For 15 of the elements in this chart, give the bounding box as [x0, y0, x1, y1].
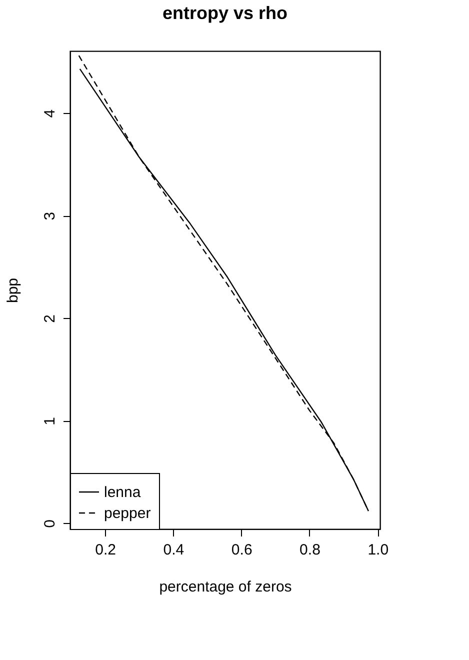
y-tick-label: 0 [42, 520, 58, 528]
legend-label: pepper [104, 505, 151, 522]
x-tick-label: 1.0 [368, 542, 389, 558]
y-tick-label: 3 [42, 212, 58, 220]
x-axis-title: percentage of zeros [159, 578, 292, 596]
x-tick-label: 0.4 [163, 542, 184, 558]
legend-label: lenna [104, 484, 142, 501]
y-tick-label: 1 [42, 417, 58, 426]
x-tick-label: 0.8 [300, 542, 320, 558]
x-tick-label: 0.2 [95, 542, 116, 558]
chart-title: entropy vs rho [162, 3, 288, 23]
y-tick-label: 4 [42, 109, 58, 118]
y-axis-title: bpp [4, 278, 22, 304]
y-tick-label: 2 [42, 314, 58, 323]
x-tick-label: 0.6 [231, 542, 252, 558]
